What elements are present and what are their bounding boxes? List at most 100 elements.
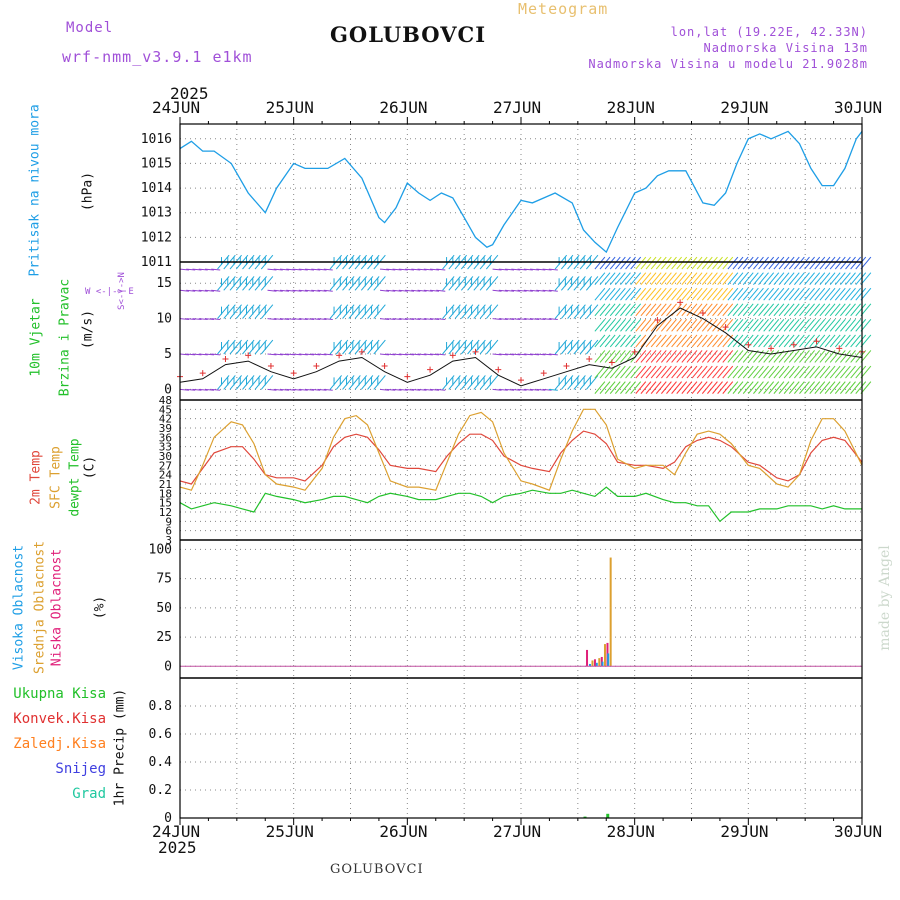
wind-barb: [317, 268, 327, 271]
wind-barb: [804, 319, 815, 332]
wind-barb: [367, 375, 380, 390]
wind-gust-marker: [745, 341, 752, 348]
wind-barb: [783, 319, 795, 332]
wind-barb: [850, 287, 862, 301]
wind-barb: [758, 303, 769, 317]
wind-barb: [573, 304, 586, 319]
wind-barb: [260, 304, 274, 319]
wind-barb: [655, 256, 667, 270]
wind-barb: [824, 365, 836, 379]
wind-barb: [380, 388, 390, 391]
wind-barb: [814, 256, 826, 270]
wind-barb: [386, 388, 396, 391]
cloud-bar: [607, 653, 610, 667]
wind-barb: [423, 388, 433, 391]
wind-barb: [686, 319, 698, 332]
wind-barb: [737, 272, 749, 285]
wind-barb: [298, 289, 308, 292]
wind-barb: [273, 388, 283, 391]
wind-barb: [217, 339, 230, 355]
wind-barb: [279, 289, 290, 292]
wind-barb: [645, 303, 657, 317]
wind-barb: [691, 287, 703, 301]
wind-barb: [840, 365, 851, 379]
wind-barb: [763, 272, 775, 285]
y-tick-label: 30: [159, 450, 172, 463]
wind-barb: [405, 268, 415, 271]
wind-barb: [666, 350, 677, 363]
wind-barb: [773, 272, 785, 285]
x-ticks: [179, 117, 863, 825]
wind-barb: [392, 268, 402, 271]
wind-barb: [778, 319, 790, 332]
wind-barb: [650, 319, 662, 332]
wind-barb: [614, 272, 626, 285]
wind-barb: [242, 276, 255, 291]
wind-barb: [804, 272, 815, 285]
wind-barb: [505, 268, 515, 271]
date-label: 26JUN: [379, 822, 428, 841]
wind-barb: [498, 318, 508, 321]
y-tick-label: 15: [156, 276, 172, 291]
wind-barb: [398, 318, 408, 321]
wind-barb: [367, 276, 380, 291]
wind-barb: [373, 276, 386, 291]
wind-barb: [640, 287, 652, 301]
wind-barb: [753, 334, 764, 348]
wind-barb: [335, 339, 349, 355]
wind-barb: [804, 365, 815, 379]
wind-barb: [773, 365, 785, 379]
wind-barb: [386, 289, 396, 292]
date-label: 24JUN: [152, 822, 201, 841]
wind-barb: [732, 319, 744, 332]
wind-barb: [671, 365, 682, 379]
y-tick-label: 24: [159, 469, 173, 482]
wind-barb: [696, 381, 708, 394]
wind-barb: [717, 256, 729, 270]
y-tick-label: 15: [159, 497, 172, 510]
wind-barb: [620, 365, 631, 379]
wind-barb: [373, 304, 386, 319]
wind-barb: [732, 365, 744, 379]
wind-barb: [192, 289, 202, 292]
wind-barb: [609, 381, 621, 394]
wind-barb: [260, 375, 274, 390]
wind-barb: [467, 276, 480, 291]
wind-barb: [763, 319, 775, 332]
wind-barb: [614, 334, 626, 348]
wind-barb: [286, 353, 296, 356]
wind-barb: [635, 256, 647, 270]
wind-barb: [467, 339, 480, 355]
wind-barb: [594, 319, 606, 332]
wind-barb: [783, 256, 795, 270]
temp-2m-line: [179, 430, 863, 485]
y-tick-label: 12: [159, 506, 172, 519]
wind-barb: [691, 303, 703, 317]
y-tick-label: 42: [159, 413, 172, 426]
wind-barb: [473, 375, 486, 390]
wind-barb: [329, 339, 342, 355]
wind-barb: [217, 304, 230, 319]
wind-barb: [436, 353, 446, 356]
wind-barb: [732, 350, 744, 363]
wind-barb: [323, 289, 333, 292]
wind-barb: [696, 272, 708, 285]
wind-barb: [548, 388, 558, 391]
wind-barb: [380, 289, 390, 292]
temp-dewpt-line: [179, 486, 862, 523]
wind-barb: [753, 256, 764, 270]
wind-barb: [660, 256, 672, 270]
y-tick-label: 0.4: [149, 755, 173, 770]
wind-barb: [655, 287, 667, 301]
wind-barb: [696, 365, 708, 379]
wind-barb: [712, 334, 723, 348]
wind-barb: [614, 256, 626, 270]
wind-barb: [747, 256, 759, 270]
wind-barb: [799, 334, 810, 348]
wind-barb: [192, 353, 202, 356]
wind-barb: [717, 365, 729, 379]
wind-barb: [804, 303, 815, 317]
wind-barb: [599, 334, 611, 348]
wind-barb: [650, 365, 662, 379]
wind-barb: [354, 339, 367, 355]
